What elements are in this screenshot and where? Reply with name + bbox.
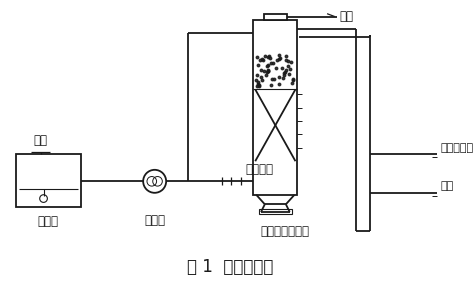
Text: 计量泵: 计量泵 [144,214,165,227]
Text: 空气: 空气 [339,10,353,23]
Text: 图 1  工艺流程图: 图 1 工艺流程图 [186,258,272,276]
Circle shape [143,170,166,193]
Bar [258,209,291,214]
Text: 反冲洗出水: 反冲洗出水 [439,143,472,152]
Text: 出水: 出水 [439,181,452,191]
Text: 生物活性炭滤柱: 生物活性炭滤柱 [260,225,309,238]
Text: 进水: 进水 [34,134,48,147]
Bar [253,20,297,195]
Text: 进水箱: 进水箱 [38,215,59,228]
Bar [16,154,81,207]
Text: 反冲洗水: 反冲洗水 [245,162,273,176]
Bar [263,14,286,20]
